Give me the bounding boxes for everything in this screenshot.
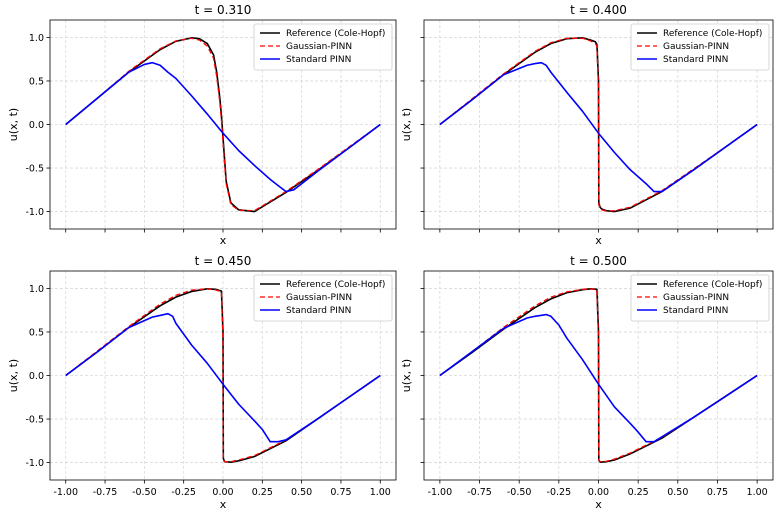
legend-box [630,274,770,322]
legend-label: Reference (Cole-Hopf) [286,29,385,39]
x-tick-label: 0.50 [291,487,312,498]
series-line-gaussian-pinn [439,37,758,212]
subplot-title: t = 0.500 [570,254,627,268]
series-line-standard-pinn [439,313,758,443]
y-axis-label: u(x, t) [400,359,413,392]
x-axis-label: x [595,498,602,511]
series-line-gaussian-pinn [439,288,758,463]
x-tick-label: -0.50 [132,487,157,498]
legend-label: Standard PINN [663,55,728,65]
legend-label: Gaussian-PINN [663,293,729,303]
legend: Reference (Cole-Hopf) Gaussian-PINN Standa… [253,274,393,322]
x-tick-label: 0.75 [707,487,728,498]
legend-label: Standard PINN [663,306,728,316]
legend-label: Reference (Cole-Hopf) [286,280,385,290]
x-tick-label: 0.00 [212,487,233,498]
x-tick-label: 0.75 [330,487,351,498]
subplot-title: t = 0.310 [195,3,252,17]
x-tick-label: 0.25 [628,487,649,498]
x-axis-label: x [595,234,602,247]
y-tick-label: 1.0 [29,33,44,44]
legend: Reference (Cole-Hopf) Gaussian-PINN Standa… [630,274,770,322]
legend-label: Standard PINN [286,306,351,316]
subplot-4: -1.00 -0.75 -0.50 -0.25 0.00 0.25 0.50 0.75 1.00… [400,254,774,511]
y-tick-label: 1.0 [29,284,44,295]
legend: Reference (Cole-Hopf) Gaussian-PINN Standa… [253,23,393,71]
legend-label: Gaussian-PINN [286,293,352,303]
y-axis-label: u(x, t) [7,108,20,141]
subplot-title: t = 0.450 [195,254,252,268]
y-tick-label: -1.0 [25,207,44,218]
y-tick-label: 0.0 [29,120,44,131]
series-line-gaussian-pinn [65,37,381,212]
x-tick-label: -0.25 [171,487,196,498]
legend-label: Reference (Cole-Hopf) [663,29,762,39]
x-tick-label: 0.50 [667,487,688,498]
y-tick-label: -1.0 [25,458,44,469]
x-tick-label: -0.50 [507,487,532,498]
legend-label: Gaussian-PINN [663,42,729,52]
x-tick-label: -1.00 [428,487,453,498]
y-tick-label: -0.5 [25,164,44,175]
legend-label: Gaussian-PINN [286,42,352,52]
series-line-standard-pinn [439,61,758,193]
legend-box [630,23,770,71]
x-tick-label: 0.25 [252,487,273,498]
x-tick-label: 1.00 [747,487,768,498]
legend: Reference (Cole-Hopf) Gaussian-PINN Standa… [630,23,770,71]
subplot-1: -1.0 -0.5 0.0 0.5 1.0 t = 0.310 x u(x, t) Refere… [7,3,397,247]
y-tick-label: -0.5 [25,415,44,426]
x-tick-label: 1.00 [370,487,391,498]
x-axis-label: x [220,498,227,511]
subplot-2: t = 0.400 x u(x, t) Reference (Cole-Hopf) Ga… [400,3,774,247]
series-line-standard-pinn [65,61,381,193]
y-tick-label: 0.5 [29,327,44,338]
legend-label: Standard PINN [286,55,351,65]
subplot-title: t = 0.400 [570,3,627,17]
x-axis-label: x [220,234,227,247]
series-line-reference-cole-hopf [65,288,381,463]
x-tick-label: -0.25 [547,487,572,498]
legend-box [253,274,393,322]
series-line-standard-pinn [65,312,381,443]
subplot-3: -1.00 -0.75 -0.50 -0.25 0.00 0.25 0.50 0.75 1.00… [7,254,397,511]
y-tick-label: 0.0 [29,371,44,382]
x-tick-label: 0.00 [588,487,609,498]
x-tick-label: -1.00 [53,487,78,498]
x-tick-label: -0.75 [467,487,492,498]
y-tick-label: 0.5 [29,76,44,87]
y-axis-label: u(x, t) [7,359,20,392]
x-tick-label: -0.75 [93,487,118,498]
series-line-reference-cole-hopf [439,37,758,213]
legend-label: Reference (Cole-Hopf) [663,280,762,290]
y-axis-label: u(x, t) [400,108,413,141]
legend-box [253,23,393,71]
